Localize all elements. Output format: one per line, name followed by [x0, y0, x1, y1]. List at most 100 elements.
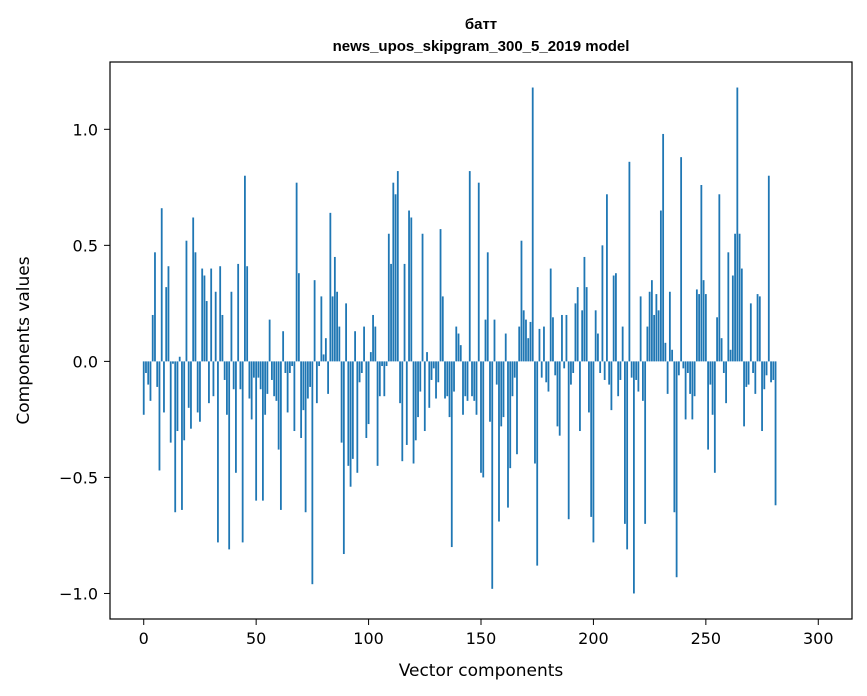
- bar: [277, 361, 280, 450]
- bar: [183, 361, 186, 441]
- bar: [673, 361, 676, 513]
- bar: [493, 319, 496, 362]
- bar: [716, 317, 718, 362]
- bar: [655, 294, 658, 362]
- bar: [603, 361, 606, 380]
- bar: [329, 212, 332, 362]
- bar: [534, 361, 536, 464]
- bar: [628, 161, 631, 362]
- bar: [554, 361, 557, 376]
- bar: [511, 361, 514, 397]
- bar: [763, 361, 766, 390]
- bar: [538, 328, 541, 362]
- bar: [738, 233, 741, 362]
- bar: [482, 361, 485, 478]
- bar: [700, 185, 703, 362]
- bar: [761, 361, 763, 432]
- bar: [713, 361, 716, 473]
- x-tick-label: 300: [803, 629, 834, 648]
- bar: [338, 326, 341, 362]
- bar: [192, 217, 195, 362]
- bar: [637, 361, 640, 392]
- bar: [151, 314, 154, 362]
- bar: [504, 333, 507, 362]
- x-tick-label: 100: [353, 629, 384, 648]
- bar: [428, 361, 431, 408]
- bar: [513, 361, 516, 378]
- bar: [149, 361, 152, 401]
- bar: [390, 263, 392, 362]
- bar: [158, 361, 161, 471]
- bar: [363, 326, 365, 362]
- bar: [354, 331, 356, 362]
- bar: [342, 361, 345, 555]
- bar: [462, 361, 464, 415]
- bar: [214, 291, 217, 362]
- bar: [147, 361, 150, 385]
- bar: [423, 361, 426, 432]
- bar: [399, 361, 401, 404]
- x-tick-label: 200: [578, 629, 609, 648]
- bar: [185, 240, 188, 362]
- bar: [619, 361, 622, 380]
- bar: [540, 361, 543, 378]
- bar: [405, 361, 408, 445]
- bar: [592, 361, 595, 543]
- bar: [695, 289, 698, 362]
- bar: [601, 245, 604, 362]
- bar: [230, 291, 233, 362]
- bar: [450, 361, 453, 548]
- bar: [767, 175, 770, 362]
- bar: [327, 361, 329, 394]
- bar: [718, 194, 721, 362]
- bar: [154, 252, 156, 362]
- bar: [203, 275, 206, 362]
- bar: [581, 310, 584, 362]
- bar: [610, 361, 613, 411]
- bar: [187, 361, 190, 408]
- bar: [698, 294, 700, 362]
- bar: [545, 361, 548, 383]
- x-tick-label: 150: [466, 629, 497, 648]
- bar: [725, 361, 727, 404]
- bar: [606, 194, 608, 362]
- bar: [684, 361, 687, 420]
- bar: [232, 361, 235, 390]
- bar: [264, 361, 267, 415]
- bar: [163, 361, 165, 413]
- bar: [666, 361, 669, 394]
- bar: [432, 361, 435, 369]
- bar: [727, 252, 730, 362]
- bar: [572, 361, 575, 373]
- bar: [262, 361, 264, 501]
- bar: [156, 361, 159, 387]
- bar: [165, 287, 168, 362]
- bar: [747, 361, 750, 385]
- bar: [282, 331, 285, 362]
- bar: [412, 361, 415, 464]
- bar: [266, 361, 269, 394]
- bar: [235, 361, 237, 473]
- bar: [720, 338, 723, 362]
- bar: [408, 210, 410, 362]
- x-tick-label: 0: [139, 629, 149, 648]
- bar: [358, 361, 361, 383]
- bar: [774, 361, 777, 506]
- bar: [599, 361, 602, 373]
- x-axis-ticks: 0 50 100 150 200 250 300: [139, 619, 834, 648]
- bar: [410, 217, 413, 362]
- bar: [556, 361, 559, 427]
- bar: [248, 361, 251, 399]
- bar: [311, 361, 314, 585]
- bar: [257, 361, 260, 378]
- bar: [484, 319, 487, 362]
- bar: [172, 361, 174, 364]
- bar: [641, 361, 644, 401]
- bar: [194, 252, 197, 362]
- y-tick-label: 1.0: [73, 120, 98, 139]
- bar: [471, 361, 473, 397]
- bar: [333, 256, 336, 362]
- bar: [729, 349, 732, 362]
- bar: [664, 342, 667, 362]
- bar: [648, 291, 651, 362]
